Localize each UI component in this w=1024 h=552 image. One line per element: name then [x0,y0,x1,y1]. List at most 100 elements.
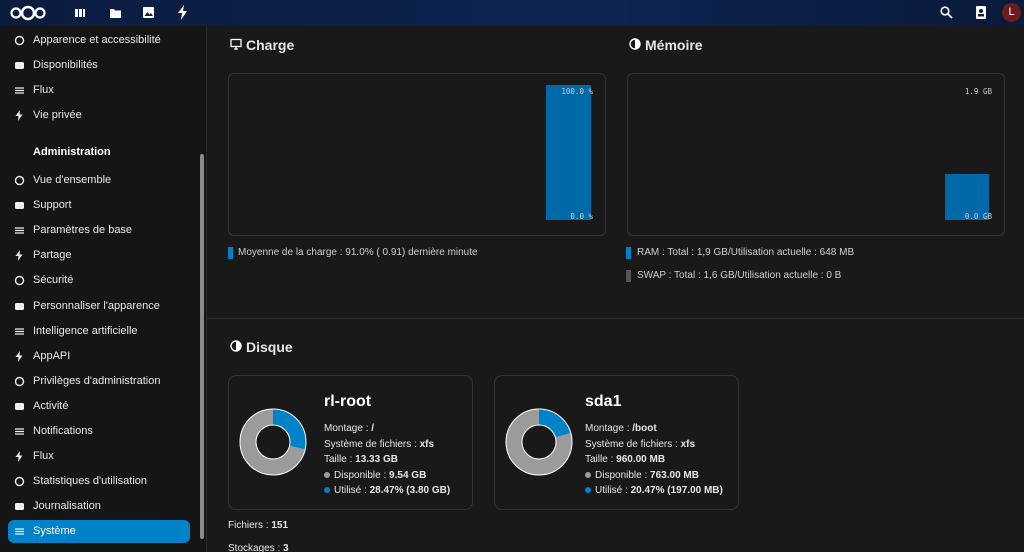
donut-used [240,409,306,475]
icon-shape [15,110,23,121]
nav-item[interactable]: Apparence et accessibilité [8,29,190,52]
avatar[interactable]: L [1002,3,1021,22]
nav-item[interactable]: Activité [8,395,190,418]
activity-icon[interactable] [177,5,188,20]
ram-legend: RAM : Total : 1,9 GB/Utilisation actuell… [637,247,855,258]
nav-item[interactable]: Système [8,520,190,544]
nav-item[interactable]: Paramètres de base [8,219,190,242]
disk-label: Taille : [585,454,614,465]
icon-shape [14,35,25,46]
donut-hole [255,424,291,460]
disk-label: Disponible : [595,469,648,481]
logo[interactable] [8,4,48,22]
legend-dot [585,487,591,493]
photos-icon[interactable] [142,6,155,19]
nav-item-label: Support [33,199,72,212]
load-heading: Charge [246,37,295,53]
stat: Stockages : 3 [228,541,289,552]
nav-item[interactable]: Flux [8,445,190,468]
disk-value: xfs [680,438,696,450]
nav-item[interactable]: Vie privée [8,104,190,127]
stat-value: 3 [283,543,289,552]
nav-item[interactable]: Support [8,194,190,217]
disk-label: Taille : [324,454,353,465]
nav-icon [15,402,24,410]
swap-swatch [626,270,631,282]
nav-item[interactable]: Sécurité [8,269,190,292]
memory-max-label: 1.9 GB [964,87,992,96]
disk-value: / [371,423,375,434]
nav-item-label: Sécurité [33,274,74,287]
legend-dot [585,471,591,478]
scrollbar [200,154,204,539]
memory-bar [945,174,989,220]
contacts-icon[interactable] [975,5,987,20]
nav-item-label: Flux [33,84,54,96]
icon-shape [15,202,24,210]
icon-shape [15,402,24,410]
icon-shape [14,476,25,487]
memory-icon [629,38,641,50]
icon-shape [15,227,24,234]
nav-item[interactable]: Statistiques d'utilisation [8,470,190,493]
nav-item-label: Journalisation [33,500,101,513]
load-chart: 100.0 % 0.0 % [228,73,606,236]
donut-ring [239,408,307,476]
disk-fs: Système de fichiers : xfs [324,437,434,453]
nav-item-label: Partage [33,249,72,262]
nav-item-label: AppAPI [33,349,71,362]
nav-item[interactable]: Personnaliser l'apparence [8,295,190,318]
nav-item[interactable]: AppAPI [8,345,190,368]
nav-item[interactable]: Privilèges d'administration [8,370,190,393]
disk-label: Montage : [585,423,630,434]
disk-value: 20.47% (197.00 MB) [630,485,723,496]
disk-size: Taille : 13.33 GB [324,452,398,468]
disk-size: Taille : 960.00 MB [585,452,665,468]
nav-icon [15,528,24,536]
nav-icon [15,451,23,463]
legend-dot [324,471,330,478]
nav-icon [14,376,25,386]
disk-value: 13.33 GB [355,454,398,465]
nav-item-label: Intelligence artificielle [33,324,138,337]
disk-value: /boot [632,423,657,434]
disk-donut [239,408,307,476]
nav-item[interactable]: Journalisation [8,495,190,518]
nav-icon [14,175,25,186]
main-content: Charge 100.0 % 0.0 % Moyenne de la charg… [207,26,1024,552]
nav-item[interactable]: Notifications [8,420,190,443]
nav-item[interactable]: Intelligence artificielle [8,320,190,343]
nav-item-label: Flux [33,450,54,463]
donut-used [506,409,572,475]
nav-icon [15,327,24,335]
files-icon[interactable] [109,7,122,19]
dashboard-icon[interactable] [74,7,86,19]
nav-item-label: Privilèges d'administration [33,374,161,387]
nav-item[interactable]: Disponibilités [8,54,190,77]
monitor-icon [230,38,242,50]
sidebar: Administration Apparence et accessibilité… [0,26,207,552]
disk-icon [230,340,242,352]
separator [207,318,1024,319]
nav-item-label: Personnaliser l'apparence [33,299,160,312]
nav-item-label: Paramètres de base [33,224,133,237]
nav-item[interactable]: Partage [8,244,190,267]
search-icon[interactable] [940,6,953,19]
nav-item-label: Activité [33,399,69,412]
icon-shape [15,428,24,435]
disk-label: Disponible : [334,469,387,481]
disk-value: 9.54 GB [389,469,427,481]
memory-min-label: 0.0 GB [964,212,992,221]
disk-card: sda1 Montage : /boot Système de fichiers :… [494,375,739,510]
icon-shape [14,376,25,386]
icon-shape [15,62,24,69]
nav-item[interactable]: Flux [8,79,190,102]
nav-item[interactable]: Vue d'ensemble [8,169,190,192]
nav-icon [15,87,24,94]
disk-donut [505,408,573,476]
donut-ring [505,408,573,476]
nav-item-label: Notifications [33,425,93,437]
nav-icon [15,110,23,121]
